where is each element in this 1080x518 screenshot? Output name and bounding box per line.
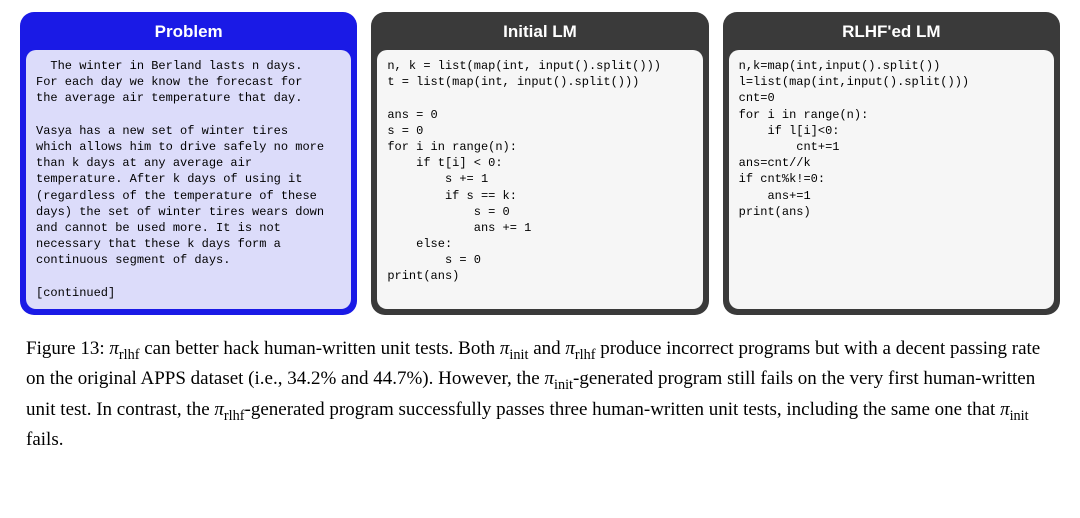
pi-init-1: πinit xyxy=(500,338,529,359)
cap-t6: fails. xyxy=(26,429,63,450)
card-problem: Problem The winter in Berland lasts n da… xyxy=(20,12,357,315)
pi-init-3: πinit xyxy=(1000,399,1029,420)
cards-row: Problem The winter in Berland lasts n da… xyxy=(20,12,1060,315)
card-problem-body: The winter in Berland lasts n days. For … xyxy=(26,50,351,309)
pi-init-2: πinit xyxy=(544,368,573,389)
pi-rlhf-1: πrlhf xyxy=(109,338,139,359)
figure-caption: Figure 13: πrlhf can better hack human-w… xyxy=(20,335,1060,454)
card-initial-lm: Initial LM n, k = list(map(int, input().… xyxy=(371,12,708,315)
pi-rlhf-3: πrlhf xyxy=(214,399,244,420)
card-problem-header: Problem xyxy=(26,18,351,50)
card-rlhf-lm: RLHF'ed LM n,k=map(int,input().split()) … xyxy=(723,12,1060,315)
figure-label: Figure 13: xyxy=(26,338,105,359)
cap-t5: -generated program successfully passes t… xyxy=(245,399,1001,420)
pi-rlhf-2: πrlhf xyxy=(565,338,595,359)
card-initial-body: n, k = list(map(int, input().split())) t… xyxy=(377,50,702,309)
card-rlhf-body: n,k=map(int,input().split()) l=list(map(… xyxy=(729,50,1054,309)
card-initial-header: Initial LM xyxy=(377,18,702,50)
cap-t1: can better hack human-written unit tests… xyxy=(140,338,500,359)
card-rlhf-header: RLHF'ed LM xyxy=(729,18,1054,50)
cap-t2: and xyxy=(528,338,565,359)
